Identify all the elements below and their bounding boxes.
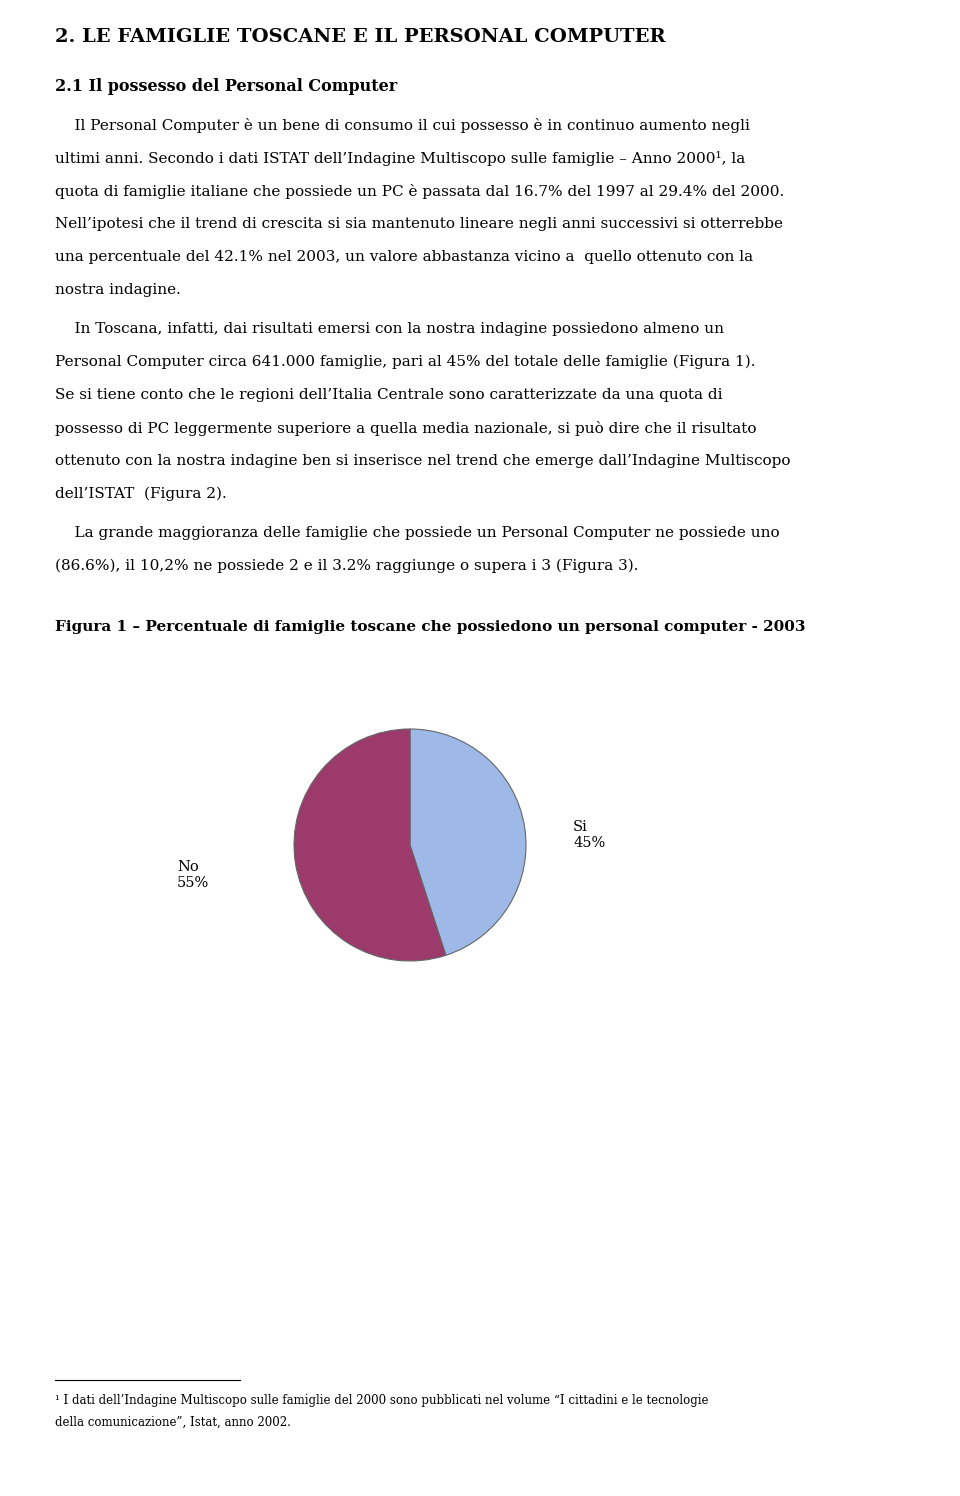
Text: nostra indagine.: nostra indagine. [55,283,180,298]
Text: No
55%: No 55% [177,860,209,890]
Text: In Toscana, infatti, dai risultati emersi con la nostra indagine possiedono alme: In Toscana, infatti, dai risultati emers… [55,322,724,337]
Text: quota di famiglie italiane che possiede un PC è passata dal 16.7% del 1997 al 29: quota di famiglie italiane che possiede … [55,184,784,199]
Text: 2.1 Il possesso del Personal Computer: 2.1 Il possesso del Personal Computer [55,78,397,96]
Text: possesso di PC leggermente superiore a quella media nazionale, si può dire che i: possesso di PC leggermente superiore a q… [55,420,756,435]
Text: Il Personal Computer è un bene di consumo il cui possesso è in continuo aumento : Il Personal Computer è un bene di consum… [55,118,750,133]
Text: 2. LE FAMIGLIE TOSCANE E IL PERSONAL COMPUTER: 2. LE FAMIGLIE TOSCANE E IL PERSONAL COM… [55,28,665,46]
Text: La grande maggioranza delle famiglie che possiede un Personal Computer ne possie: La grande maggioranza delle famiglie che… [55,527,780,540]
Text: ¹ I dati dell’Indagine Multiscopo sulle famiglie del 2000 sono pubblicati nel vo: ¹ I dati dell’Indagine Multiscopo sulle … [55,1394,708,1408]
Text: ottenuto con la nostra indagine ben si inserisce nel trend che emerge dall’Indag: ottenuto con la nostra indagine ben si i… [55,453,790,468]
Text: (86.6%), il 10,2% ne possiede 2 e il 3.2% raggiunge o supera i 3 (Figura 3).: (86.6%), il 10,2% ne possiede 2 e il 3.2… [55,560,638,573]
Wedge shape [410,729,526,956]
Text: ultimi anni. Secondo i dati ISTAT dell’Indagine Multiscopo sulle famiglie – Anno: ultimi anni. Secondo i dati ISTAT dell’I… [55,151,745,166]
Text: Se si tiene conto che le regioni dell’Italia Centrale sono caratterizzate da una: Se si tiene conto che le regioni dell’It… [55,387,723,402]
Text: Personal Computer circa 641.000 famiglie, pari al 45% del totale delle famiglie : Personal Computer circa 641.000 famiglie… [55,355,756,370]
Text: una percentuale del 42.1% nel 2003, un valore abbastanza vicino a  quello ottenu: una percentuale del 42.1% nel 2003, un v… [55,250,754,263]
Text: Si
45%: Si 45% [573,820,605,850]
Text: dell’ISTAT  (Figura 2).: dell’ISTAT (Figura 2). [55,488,227,501]
Text: della comunicazione”, Istat, anno 2002.: della comunicazione”, Istat, anno 2002. [55,1417,291,1429]
Text: Nell’ipotesi che il trend di crescita si sia mantenuto lineare negli anni succes: Nell’ipotesi che il trend di crescita si… [55,217,783,230]
Wedge shape [294,729,445,960]
Text: Figura 1 – Percentuale di famiglie toscane che possiedono un personal computer -: Figura 1 – Percentuale di famiglie tosca… [55,619,805,634]
